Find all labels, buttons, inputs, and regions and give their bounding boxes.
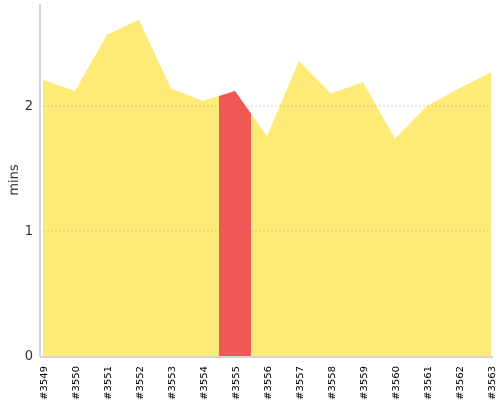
x-tick-label: #3559 <box>359 366 370 400</box>
x-tick-label: #3557 <box>295 366 306 400</box>
y-tick-label: 0 <box>25 349 33 364</box>
y-tick-label: 2 <box>25 99 33 114</box>
x-tick-label: #3550 <box>71 366 82 400</box>
x-tick-label: #3551 <box>103 366 114 400</box>
x-tick-label: #3549 <box>39 366 50 400</box>
x-tick-label: #3562 <box>455 366 466 400</box>
y-tick-label: 1 <box>25 224 33 239</box>
x-tick-label: #3554 <box>199 366 210 400</box>
area <box>43 19 491 356</box>
x-tick-label: #3556 <box>263 366 274 400</box>
x-tick-label: #3558 <box>327 366 338 400</box>
highlight-area <box>219 91 251 356</box>
x-tick-label: #3563 <box>487 366 498 400</box>
x-tick-label: #3561 <box>423 366 434 400</box>
y-axis-label: mins <box>7 164 22 196</box>
x-tick-label: #3555 <box>231 366 242 400</box>
x-tick-label: #3553 <box>167 366 178 400</box>
x-tick-label: #3552 <box>135 366 146 400</box>
x-tick-label: #3560 <box>391 366 402 400</box>
